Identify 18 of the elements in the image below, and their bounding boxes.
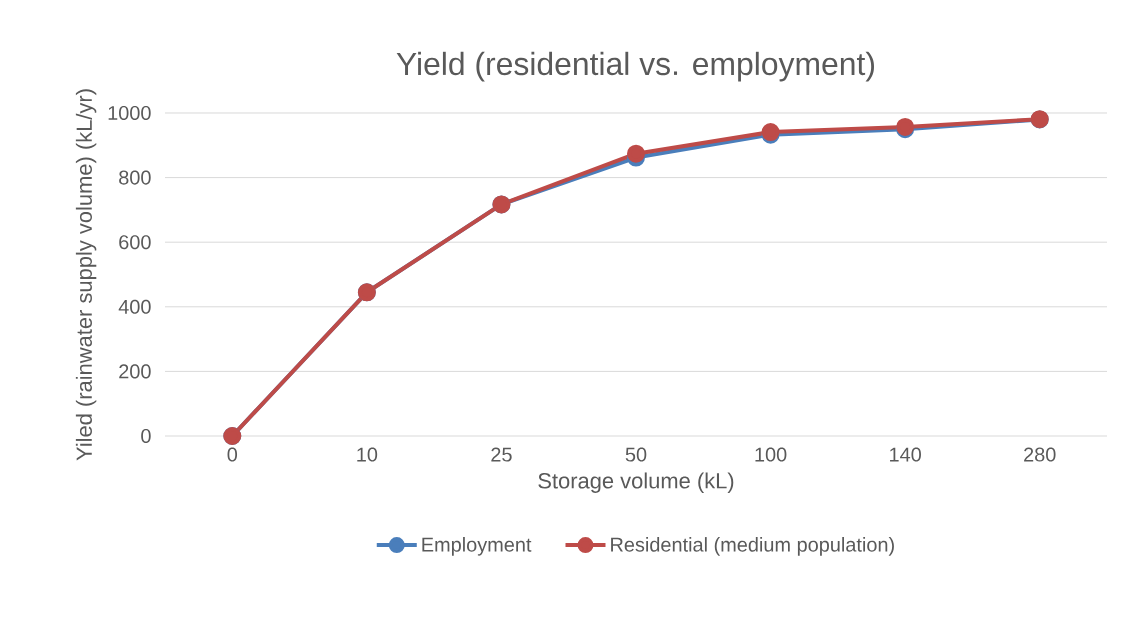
y-tick-label: 800 — [119, 170, 151, 185]
x-tick-label: 280 — [1024, 447, 1056, 462]
y-tick-label: 200 — [119, 364, 151, 379]
x-tick-label: 100 — [755, 447, 787, 462]
x-tick-label: 50 — [625, 447, 647, 462]
x-tick-label: 10 — [357, 447, 378, 462]
x-tick-label: 0 — [227, 447, 238, 462]
y-tick-label: 400 — [118, 299, 151, 314]
x-tick-label: 25 — [491, 447, 512, 462]
y-tick-label: 600 — [119, 235, 151, 250]
legend-label: Employment — [422, 537, 532, 556]
x-tick-label: 140 — [890, 447, 921, 462]
y-tick-label: 0 — [141, 428, 151, 444]
x-axis-title: Storage volume (kL) — [538, 472, 734, 493]
legend-label: Residential (medium population) — [611, 537, 894, 556]
y-tick-label: 1000 — [108, 105, 151, 121]
chart-title: Yield (residential vs. employment) — [396, 51, 874, 82]
y-axis-title: Yiled (rainwater supply volume) (kL/yr) — [75, 89, 97, 461]
